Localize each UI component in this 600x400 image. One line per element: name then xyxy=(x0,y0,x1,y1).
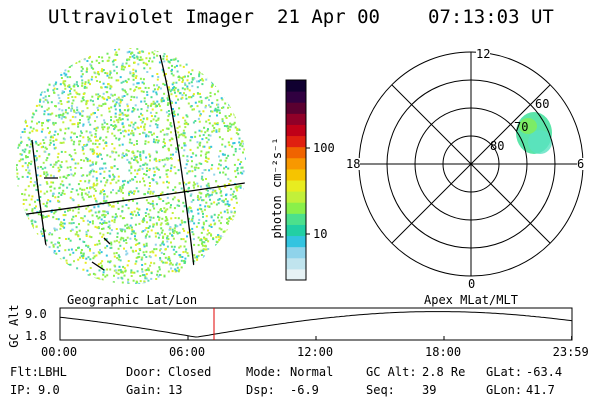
polar-label-6: 6 xyxy=(577,157,585,171)
colorbar-cell xyxy=(286,202,306,214)
polar-label-0: 0 xyxy=(468,277,476,291)
info-key: Gain: xyxy=(126,383,163,397)
info-key: GLat: xyxy=(486,365,523,379)
info-value: 2.8 Re xyxy=(422,365,466,379)
colorbar-cell xyxy=(286,168,306,181)
colorbar-cell xyxy=(286,246,306,259)
info-value: 9.0 xyxy=(38,383,60,397)
altitude-right-caption: Apex MLat/MLT xyxy=(424,293,518,307)
info-value: 39 xyxy=(422,383,437,397)
colorbar-cell xyxy=(286,113,306,125)
observation-date: 21 Apr 00 xyxy=(277,6,380,28)
observation-time: 07:13:03 UT xyxy=(428,6,554,28)
polar-ring-label-70: 70 xyxy=(514,120,529,134)
colorbar-cell xyxy=(286,257,306,270)
colorbar-tick-label-10: 10 xyxy=(313,227,328,241)
altitude-x-tick-label: 18:00 xyxy=(425,345,462,359)
colorbar-cell xyxy=(286,91,306,103)
info-value: LBHL xyxy=(38,365,67,379)
polar-label-18: 18 xyxy=(346,157,361,171)
info-key: GC Alt: xyxy=(366,365,417,379)
colorbar-cell xyxy=(286,157,306,170)
altitude-x-tick-label: 06:00 xyxy=(169,345,206,359)
colorbar-tick-label-100: 100 xyxy=(313,141,335,155)
altitude-ymax-label: 9.0 xyxy=(25,307,47,321)
info-key: GLon: xyxy=(486,383,523,397)
altitude-left-caption: Geographic Lat/Lon xyxy=(67,293,198,307)
colorbar-cell xyxy=(286,213,306,225)
colorbar-cell xyxy=(286,80,306,92)
altitude-x-tick-label: 23:59 xyxy=(552,345,589,359)
colorbar-cell xyxy=(286,180,306,192)
info-value: Closed xyxy=(168,365,212,379)
polar-label-12: 12 xyxy=(476,47,491,61)
colorbar-cell xyxy=(286,268,306,281)
info-key: IP: xyxy=(10,383,32,397)
info-key: Door: xyxy=(126,365,163,379)
info-key: Mode: xyxy=(246,365,283,379)
info-key: Dsp: xyxy=(246,383,275,397)
altitude-ymin-label: 1.8 xyxy=(25,329,47,343)
colorbar-cell xyxy=(286,146,306,159)
altitude-x-ticks xyxy=(59,336,573,340)
polar-ring-outer xyxy=(358,51,584,277)
colorbar-cell xyxy=(286,191,306,203)
altitude-x-tick-label: 00:00 xyxy=(41,345,78,359)
info-value: -63.4 xyxy=(526,365,563,379)
colorbar-cell xyxy=(286,224,306,237)
info-key: Seq: xyxy=(366,383,395,397)
polar-ring-60 xyxy=(386,79,556,249)
altitude-curve xyxy=(59,311,573,338)
info-value: 41.7 xyxy=(526,383,555,397)
emission-noise xyxy=(16,48,246,284)
instrument-title: Ultraviolet Imager xyxy=(48,6,254,28)
info-value: -6.9 xyxy=(290,383,319,397)
polar-diagonal-1 xyxy=(391,84,551,244)
info-value: Normal xyxy=(290,365,334,379)
colorbar-cell xyxy=(286,135,306,148)
info-key: Flt: xyxy=(10,365,39,379)
colorbar-cells xyxy=(286,80,306,281)
altitude-ylabel: GC Alt xyxy=(7,304,21,348)
polar-ring-label-60: 60 xyxy=(535,97,550,111)
altitude-frame xyxy=(59,307,573,341)
geographic-grid-lines xyxy=(19,54,246,284)
altitude-x-tick-label: 12:00 xyxy=(297,345,334,359)
colorbar-cell xyxy=(286,102,306,114)
polar-ring-70 xyxy=(414,107,528,221)
info-value: 13 xyxy=(168,383,183,397)
colorbar-label: photon cm⁻²s⁻¹ xyxy=(270,137,284,239)
colorbar-frame xyxy=(285,79,307,281)
polar-ring-label-80: 80 xyxy=(490,139,505,153)
polar-diagonal-2 xyxy=(391,84,551,244)
colorbar-cell xyxy=(286,235,306,248)
colorbar-cell xyxy=(286,124,306,137)
